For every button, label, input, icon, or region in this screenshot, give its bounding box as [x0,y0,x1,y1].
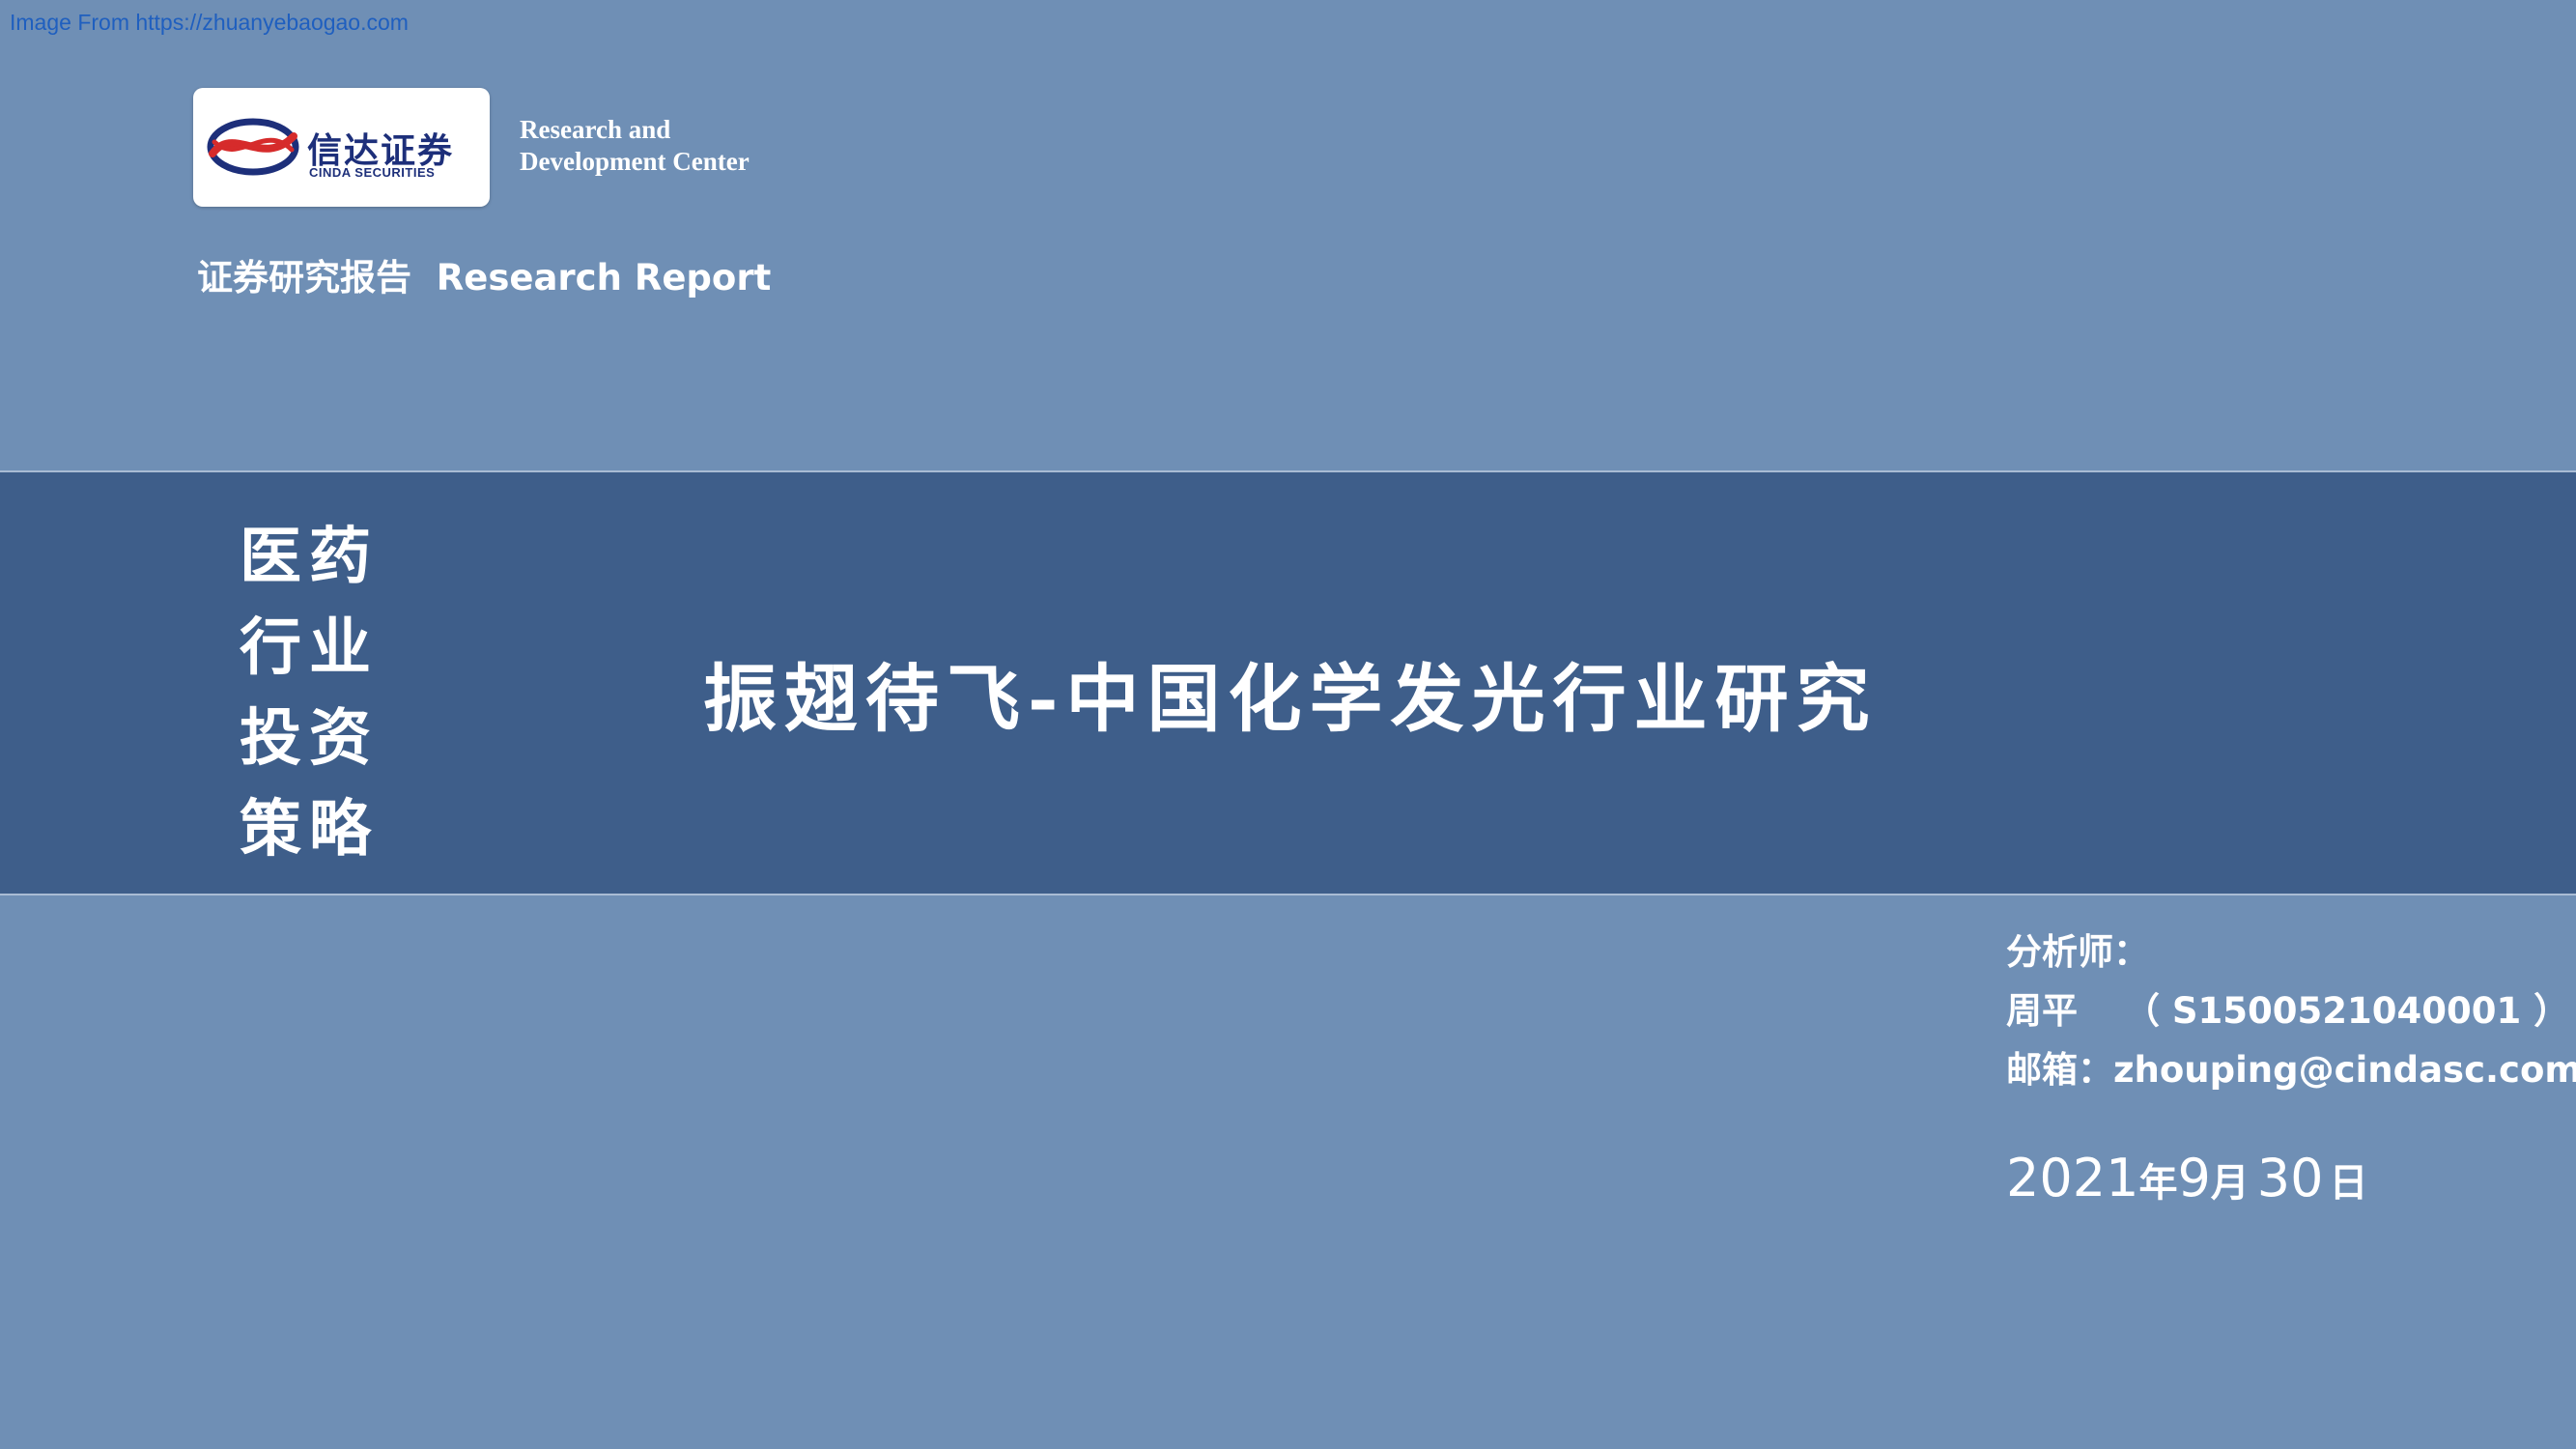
date-month: 9 [2177,1148,2211,1208]
date-day: 30 [2256,1148,2324,1208]
analyst-email-row: 邮箱：zhouping@cindasc.com [2006,1040,2576,1099]
title-band [0,470,2576,895]
report-type-label: 证券研究报告 Research Report [197,257,772,298]
analyst-heading: 分析师： [2006,931,2149,973]
analyst-name: 周平 [2006,990,2078,1032]
analyst-name-row: 周平 （ S1500521040001 ） [2006,981,2576,1040]
date-day-unit: 日 [2329,1161,2368,1206]
category-line: 策略 [240,793,379,866]
report-title: 振翅待飞-中国化学发光行业研究 [703,656,1878,742]
source-watermark: Image From https://zhuanyebaogao.com [10,10,409,35]
center-label-line-1: Research and [520,115,671,144]
cinda-logo: 信达证券 CINDA SECURITIES [193,88,490,207]
analyst-license: （ S1500521040001 ） [2124,990,2570,1032]
date-year-unit: 年 [2138,1161,2178,1206]
date-year: 2021 [2006,1148,2139,1208]
logo-chinese-name: 信达证券 [307,131,455,171]
research-center-label: Research and Development Center [520,114,750,178]
report-date: 2021年9月 30 日 [2006,1148,2368,1208]
category-line: 医药 [240,521,379,593]
report-category: 医药 行业 投资 策略 [240,512,379,875]
logo-english-name: CINDA SECURITIES [309,165,436,180]
email-label: 邮箱： [2006,1049,2113,1091]
category-line: 投资 [240,702,379,775]
date-month-unit: 月 [2210,1161,2250,1206]
analyst-email: zhouping@cindasc.com [2113,1049,2576,1091]
cinda-swoosh-icon [207,118,299,176]
analyst-info: 分析师： 周平 （ S1500521040001 ） 邮箱：zhouping@ci… [2006,923,2576,1099]
center-label-line-2: Development Center [520,147,750,176]
category-line: 行业 [240,611,379,684]
